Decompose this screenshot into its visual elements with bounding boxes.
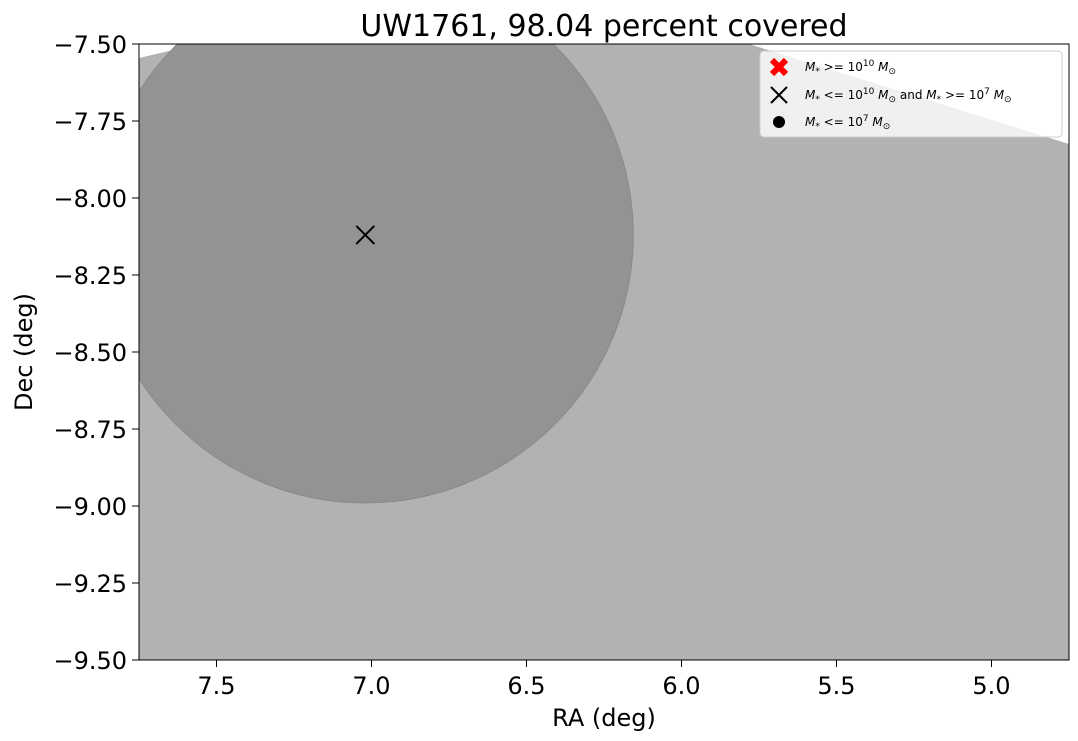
x-tick-label: 6.0 [662,672,700,700]
x-tick-label: 7.5 [197,672,235,700]
y-tick-label: −8.75 [53,416,127,444]
y-axis: −7.50 −7.75 −8.00 −8.25 −8.50 −8.75 −9.00 −9.25… [53,31,139,675]
galaxy-coverage-circle [139,44,634,504]
y-tick-label: −9.25 [53,570,127,598]
y-tick-label: −9.50 [53,647,127,675]
x-tick-label: 7.0 [352,672,390,700]
legend-entry: M* <= 107 M⊙ [773,114,890,132]
data-point [355,225,376,245]
x-tick-label: 6.5 [507,672,545,700]
legend-entry: M* >= 1010 M⊙ [769,57,896,77]
legend-entry: M* <= 1010 M⊙ and M* >= 107 M⊙ [770,86,1012,105]
legend-marker-dot-icon [773,116,785,128]
legend-label: M* <= 1010 M⊙ and M* >= 107 M⊙ [805,87,1012,105]
x-tick-label: 5.5 [817,672,855,700]
legend-label: M* <= 107 M⊙ [805,114,890,132]
plot-area [139,44,1069,660]
x-axis: 7.5 7.0 6.5 6.0 5.5 5.0 [197,660,1011,700]
chart-title: UW1761, 98.04 percent covered [360,9,847,44]
points-layer [355,225,376,245]
legend-label: M* >= 1010 M⊙ [805,59,896,77]
legend-box [759,50,1063,138]
y-tick-label: −7.50 [53,31,127,59]
y-tick-label: −8.00 [53,185,127,213]
y-axis-label: Dec (deg) [10,293,38,411]
y-tick-label: −8.25 [53,262,127,290]
x-axis-label: RA (deg) [552,704,656,732]
y-tick-label: −9.00 [53,493,127,521]
y-tick-label: −8.50 [53,339,127,367]
y-tick-label: −7.75 [53,108,127,136]
x-tick-label: 5.0 [972,672,1010,700]
legend: M* >= 1010 M⊙ M* <= 1010 M⊙ and M* >= 107… [759,50,1063,138]
